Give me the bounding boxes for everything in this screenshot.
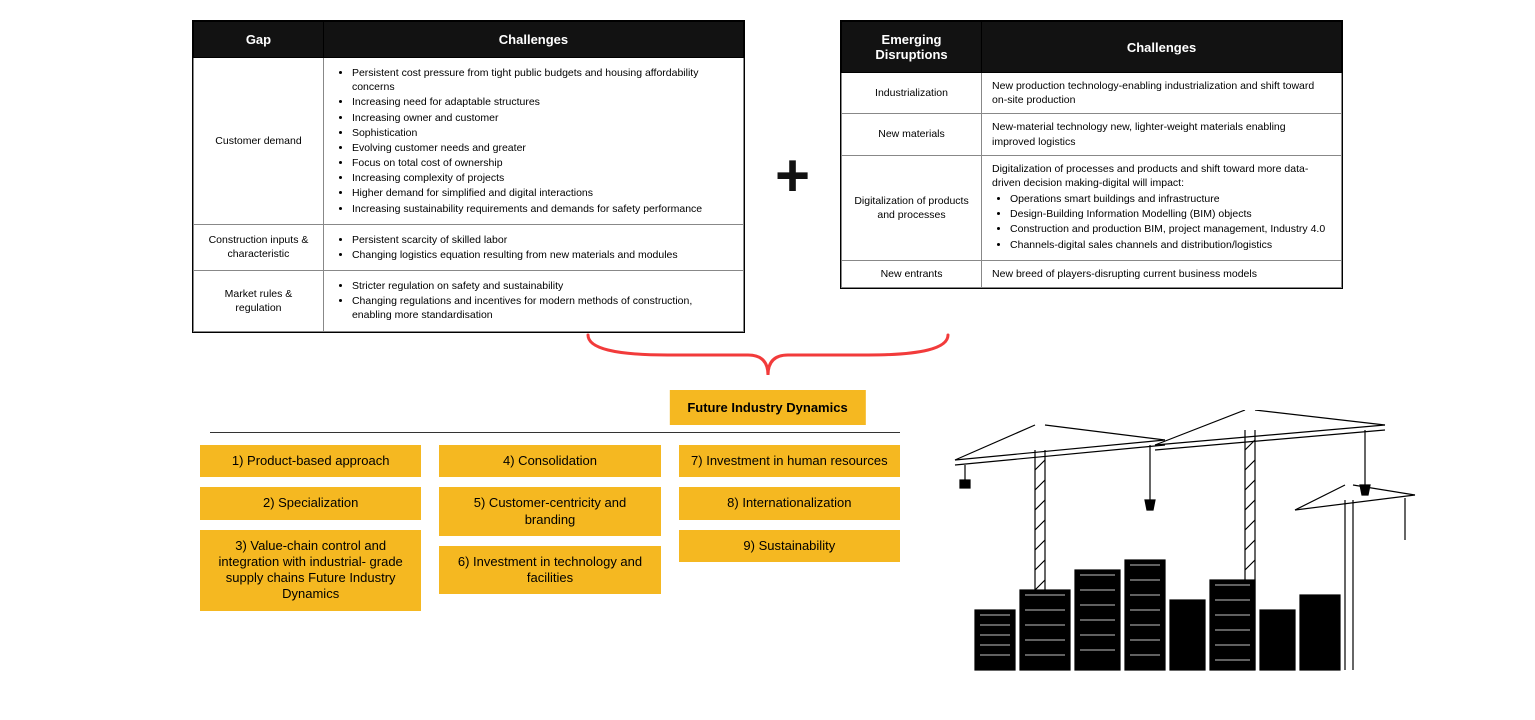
dynamic-item: 8) Internationalization: [679, 487, 900, 519]
cell-text: New-material technology new, lighter-wei…: [992, 120, 1331, 148]
divider-line: [210, 432, 900, 433]
gap-col-header: Gap: [193, 22, 323, 58]
bullet: Evolving customer needs and greater: [352, 141, 733, 155]
bullet: Design-Building Information Modelling (B…: [1010, 207, 1331, 221]
challenges-cell: New-material technology new, lighter-wei…: [982, 114, 1342, 155]
bullet: Increasing need for adaptable structures: [352, 95, 733, 109]
dynamic-item: 9) Sustainability: [679, 530, 900, 562]
bullet: Increasing complexity of projects: [352, 171, 733, 185]
cell-text: New breed of players-disrupting current …: [992, 267, 1331, 281]
bullet: Increasing sustainability requirements a…: [352, 202, 733, 216]
bullet: Changing regulations and incentives for …: [352, 294, 733, 322]
table-row: Customer demand Persistent cost pressure …: [193, 58, 743, 225]
gap-table: Gap Challenges Customer demandPersistent…: [192, 20, 745, 333]
challenges-cell: Persistent scarcity of skilled laborChan…: [323, 224, 743, 270]
bullet: Persistent scarcity of skilled labor: [352, 233, 733, 247]
curly-connector-icon: [568, 330, 968, 390]
table-row: Market rules & regulation Stricter regula…: [193, 271, 743, 332]
challenges-col-header: Challenges: [323, 22, 743, 58]
bullet: Channels-digital sales channels and dist…: [1010, 238, 1331, 252]
top-row: Gap Challenges Customer demandPersistent…: [0, 0, 1535, 333]
dynamics-column: 1) Product-based approach 2) Specializati…: [200, 445, 421, 611]
dynamics-column: 7) Investment in human resources 8) Inter…: [679, 445, 900, 562]
disruption-label: Digitalization of products and processes: [842, 155, 982, 260]
bullet: Stricter regulation on safety and sustai…: [352, 279, 733, 293]
dynamic-item: 7) Investment in human resources: [679, 445, 900, 477]
disruption-label: New materials: [842, 114, 982, 155]
bullet: Persistent cost pressure from tight publ…: [352, 66, 733, 94]
table-row: New entrants New breed of players-disrupt…: [842, 260, 1342, 287]
bullet: Changing logistics equation resulting fr…: [352, 248, 733, 262]
dynamics-column: 4) Consolidation 5) Customer-centricity a…: [439, 445, 660, 594]
dynamics-grid: 1) Product-based approach 2) Specializati…: [200, 445, 900, 611]
dynamic-item: 1) Product-based approach: [200, 445, 421, 477]
bullet: Sophistication: [352, 126, 733, 140]
challenges-col-header-2: Challenges: [982, 22, 1342, 73]
table-row: Construction inputs & characteristicPers…: [193, 224, 743, 270]
challenges-cell: Persistent cost pressure from tight publ…: [323, 58, 743, 225]
future-dynamics-title: Future Industry Dynamics: [669, 390, 865, 425]
challenges-cell: Digitalization of processes and products…: [982, 155, 1342, 260]
construction-cranes-icon: [915, 410, 1435, 690]
dynamic-item: 3) Value-chain control and integration w…: [200, 530, 421, 611]
dynamic-item: 4) Consolidation: [439, 445, 660, 477]
challenges-cell: New production technology-enabling indus…: [982, 73, 1342, 114]
table-row: Industrialization New production technolo…: [842, 73, 1342, 114]
cell-text: New production technology-enabling indus…: [992, 79, 1331, 107]
dynamic-item: 6) Investment in technology and faciliti…: [439, 546, 660, 595]
table-row: Digitalization of products and processes…: [842, 155, 1342, 260]
cell-text: Digitalization of processes and products…: [992, 162, 1331, 190]
bullet: Increasing owner and customer: [352, 111, 733, 125]
bullet: Focus on total cost of ownership: [352, 156, 733, 170]
bullet: Operations smart buildings and infrastru…: [1010, 192, 1331, 206]
disruptions-table: Emerging Disruptions Challenges Industri…: [840, 20, 1343, 289]
plus-icon: +: [775, 146, 810, 206]
gap-label: Customer demand: [193, 58, 323, 225]
gap-label: Market rules & regulation: [193, 271, 323, 332]
disruption-label: Industrialization: [842, 73, 982, 114]
gap-label: Construction inputs & characteristic: [193, 224, 323, 270]
challenges-cell: Stricter regulation on safety and sustai…: [323, 271, 743, 332]
bullet: Higher demand for simplified and digital…: [352, 186, 733, 200]
challenges-cell: New breed of players-disrupting current …: [982, 260, 1342, 287]
disruptions-col-header: Emerging Disruptions: [842, 22, 982, 73]
disruption-label: New entrants: [842, 260, 982, 287]
bullet: Construction and production BIM, project…: [1010, 222, 1331, 236]
dynamic-item: 2) Specialization: [200, 487, 421, 519]
table-row: New materials New-material technology new…: [842, 114, 1342, 155]
dynamic-item: 5) Customer-centricity and branding: [439, 487, 660, 536]
